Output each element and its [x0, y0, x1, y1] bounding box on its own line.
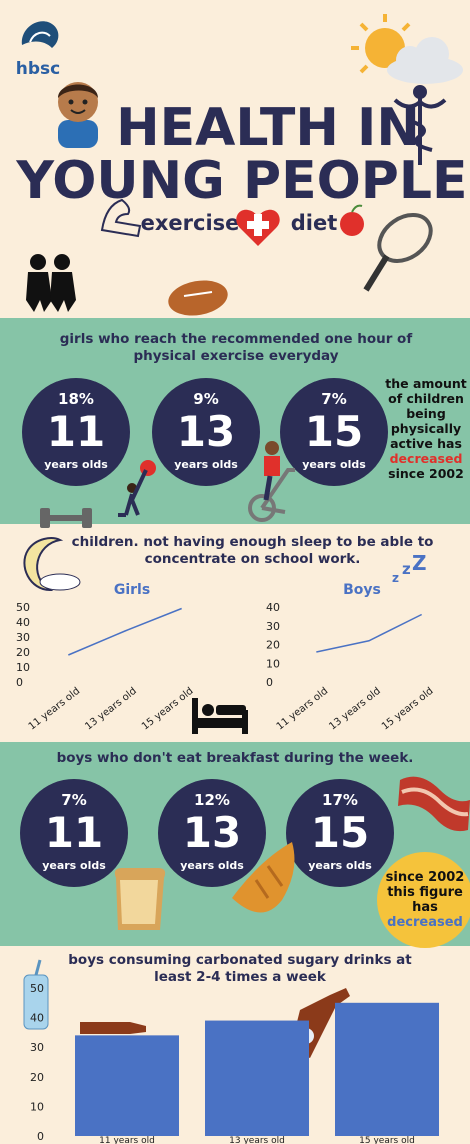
tagline-right: diet	[291, 211, 338, 235]
bed-icon	[192, 698, 248, 734]
x-tick-label: 13 years old	[327, 686, 383, 733]
stat-percent: 7%	[321, 390, 346, 408]
stat-percent: 7%	[61, 791, 86, 809]
x-tick-label: 15 years old	[380, 686, 436, 733]
note-highlight: decreased	[387, 915, 463, 930]
stat-unit: years olds	[174, 458, 238, 471]
stat-age: 13	[183, 808, 241, 857]
stat-age: 13	[177, 407, 235, 456]
note-text: since 2002	[388, 466, 464, 481]
y-tick-label: 30	[16, 631, 30, 644]
note-text: the amount of children being physically …	[385, 376, 467, 451]
y-tick-label: 10	[266, 657, 280, 670]
title-line-2: YOUNG PEOPLE	[15, 151, 467, 211]
x-tick-label: 11 years old	[99, 1136, 155, 1144]
stat-unit: years olds	[42, 859, 106, 872]
y-tick-label: 40	[266, 601, 280, 614]
stat-percent: 12%	[194, 791, 230, 809]
line	[68, 609, 181, 656]
drinks-heading: boys consuming carbonated sugary drinks …	[60, 952, 420, 986]
bar	[335, 1003, 439, 1136]
y-tick-label: 10	[16, 661, 30, 674]
x-tick-label: 13 years old	[229, 1136, 285, 1144]
logo-text: hbsc	[16, 59, 60, 79]
zzz-icon: z	[392, 571, 399, 585]
stat-unit: years olds	[302, 458, 366, 471]
stat-age: 11	[47, 407, 105, 456]
breakfast-circles: 7%11 years olds 12%13 years olds 17%15 years …	[20, 779, 394, 887]
y-tick-label: 0	[16, 676, 23, 689]
racket-icon	[366, 206, 439, 290]
note-highlight: decreased	[390, 451, 463, 466]
infographic: hbsc HEALTH IN YOUNG PEOPLE exercise die…	[0, 0, 470, 1144]
y-tick-label: 10	[30, 1100, 44, 1113]
y-tick-label: 50	[16, 601, 30, 614]
chart-title: Girls	[114, 582, 150, 598]
y-tick-label: 0	[266, 676, 273, 689]
bar	[75, 1035, 179, 1136]
bar	[205, 1021, 309, 1136]
y-tick-label: 40	[16, 616, 30, 629]
y-tick-label: 30	[30, 1041, 44, 1054]
stat-unit: years olds	[44, 458, 108, 471]
stat-age: 15	[305, 407, 363, 456]
stat-percent: 18%	[58, 390, 94, 408]
stat-age: 15	[311, 808, 369, 857]
stat-unit: years olds	[180, 859, 244, 872]
y-tick-label: 40	[30, 1012, 44, 1025]
y-tick-label: 50	[30, 982, 44, 995]
x-tick-label: 13 years old	[83, 686, 139, 733]
line	[316, 615, 421, 653]
y-tick-label: 20	[266, 639, 280, 652]
exercise-note: the amount of children being physically …	[383, 376, 469, 481]
y-tick-label: 20	[16, 646, 30, 659]
stat-percent: 9%	[193, 390, 218, 408]
x-tick-label: 11 years old	[27, 686, 83, 733]
athletes-icon	[26, 254, 76, 312]
y-tick-label: 20	[30, 1071, 44, 1084]
stat-unit: years olds	[308, 859, 372, 872]
boy-icon	[58, 82, 98, 148]
x-tick-label: 15 years old	[359, 1136, 415, 1144]
chart-title: Boys	[343, 582, 381, 598]
logo-mark	[22, 21, 59, 48]
exercise-heading: girls who reach the recommended one hour…	[50, 331, 422, 365]
title-line-1: HEALTH IN	[116, 98, 420, 158]
x-tick-label: 11 years old	[275, 686, 331, 733]
tagline-left: exercise	[141, 211, 240, 235]
stat-age: 11	[45, 808, 103, 857]
breakfast-note: since 2002 this figure has decreased	[378, 870, 470, 930]
sleep-heading: children. not having enough sleep to be …	[55, 534, 450, 568]
x-tick-label: 15 years old	[140, 686, 196, 733]
y-tick-label: 30	[266, 620, 280, 633]
exercise-circles: 18%11 years olds 9%13 years olds 7%15 years o…	[22, 378, 388, 486]
football-icon	[166, 276, 231, 320]
note-text: since 2002 this figure has	[386, 870, 465, 915]
toast-icon	[115, 868, 165, 930]
heart-icon	[236, 210, 279, 246]
stat-percent: 17%	[322, 791, 358, 809]
y-tick-label: 0	[37, 1130, 44, 1143]
breakfast-heading: boys who don't eat breakfast during the …	[30, 750, 440, 767]
sun-icon	[351, 14, 463, 84]
